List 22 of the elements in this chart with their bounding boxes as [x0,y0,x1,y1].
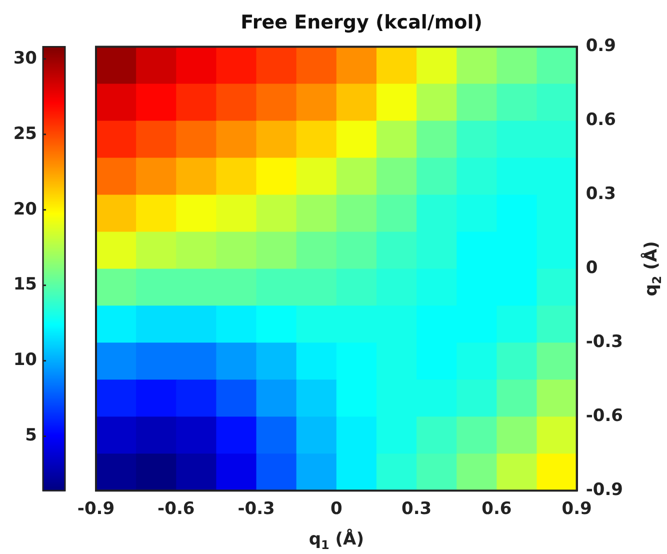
x-tick-label: 0.9 [562,499,592,520]
x-tick-label: -0.3 [238,499,275,520]
y-tick-label: 0 [586,258,598,278]
y-tick-label: 0.6 [586,110,616,130]
color-bar-label: 30 [13,48,38,68]
color-bar-label: 25 [13,124,37,144]
x-tick-label: 0.6 [482,499,512,520]
chart-title: Free Energy (kcal/mol) [240,11,482,34]
color-bar-label: 20 [13,199,38,220]
x-tick-label: -0.9 [77,499,115,520]
color-bar-label: 10 [13,350,38,370]
x-tick-label: 0 [330,499,342,520]
y-tick-label: -0.9 [586,480,623,500]
y-tick-label: 0.3 [586,184,616,204]
y-tick-label: -0.3 [586,332,623,352]
y-tick-label: -0.6 [586,406,623,426]
x-tick-label: -0.6 [158,499,195,520]
y-tick-label: 0.9 [586,36,616,56]
x-tick-label: 0.3 [401,499,432,520]
color-bar-label: 15 [13,274,37,295]
y-axis-title: q2 (Å) [640,241,664,296]
color-bar-label: 5 [25,426,37,446]
